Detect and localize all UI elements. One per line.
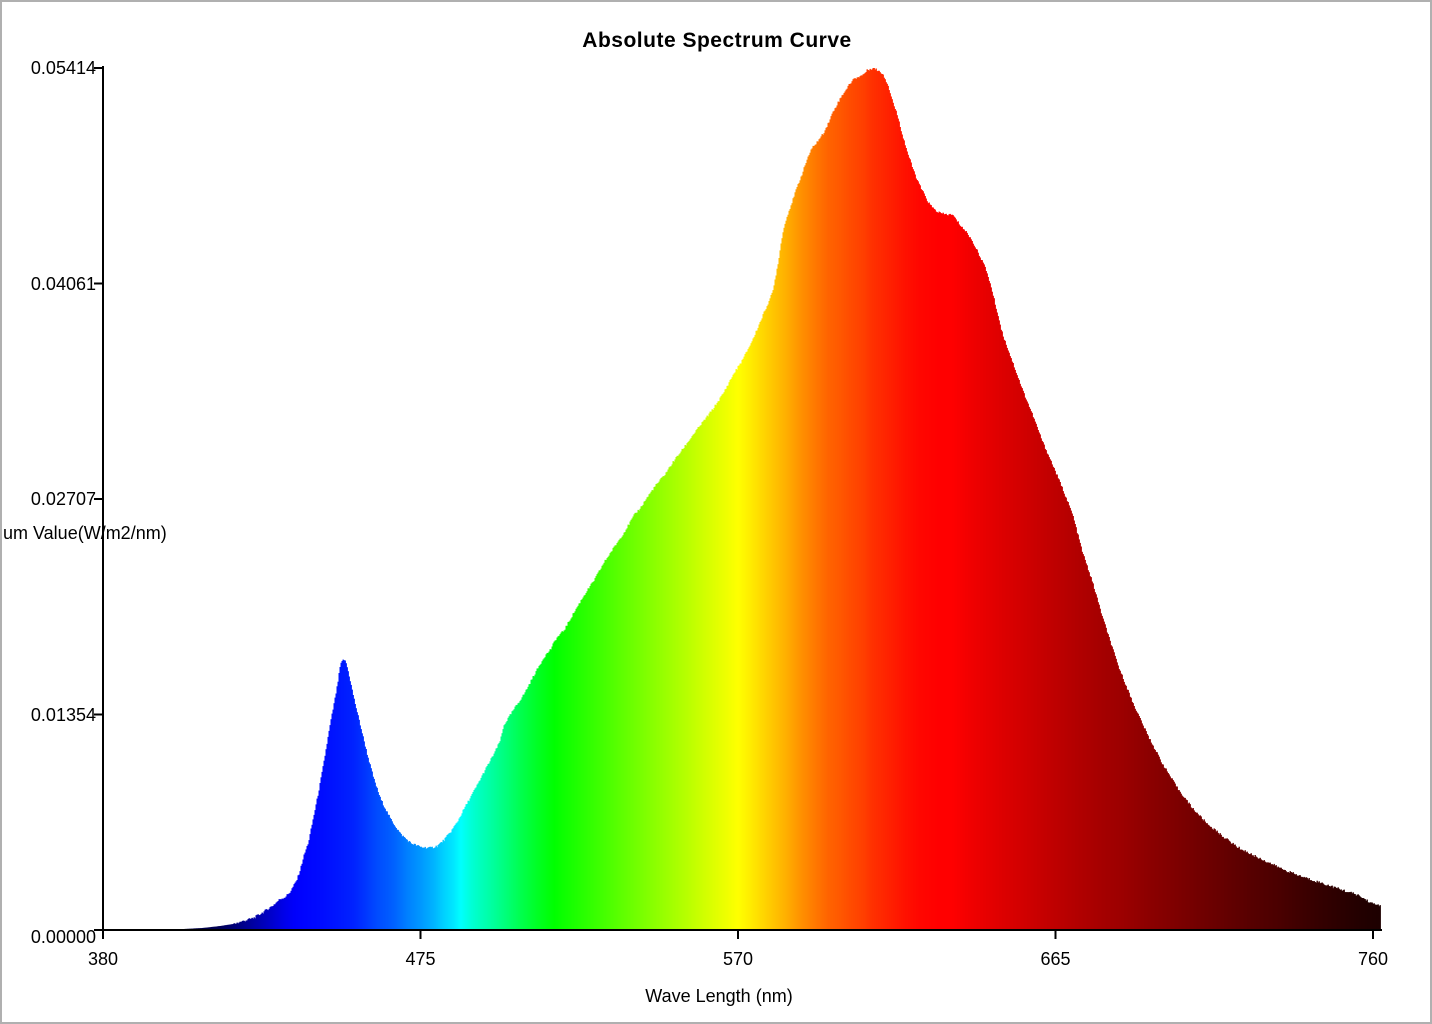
x-tick-mark: [1372, 931, 1374, 939]
x-tick-mark: [737, 931, 739, 939]
chart-title: Absolute Spectrum Curve: [582, 29, 852, 52]
x-tick-label: 760: [1357, 949, 1389, 969]
y-axis-label: um Value(W/m2/nm): [3, 523, 167, 543]
y-tick-label: 0.05414: [30, 58, 96, 78]
x-tick-label: 475: [405, 949, 436, 969]
x-tick-label: 570: [722, 949, 754, 969]
y-tick-mark: [94, 713, 103, 716]
x-tick-mark: [102, 931, 104, 939]
y-tick-label: 0.01354: [30, 704, 96, 725]
y-tick-mark: [94, 498, 103, 500]
x-tick-label: 665: [1040, 949, 1071, 969]
x-axis-line: [100, 929, 1382, 931]
y-tick-mark: [94, 929, 103, 931]
y-tick-mark: [94, 282, 103, 285]
x-tick-label: 380: [87, 949, 119, 969]
y-tick-label: 0.02707: [30, 489, 96, 509]
x-tick-mark: [1054, 931, 1057, 939]
y-tick-mark: [94, 67, 103, 69]
y-tick-label: 0.00000: [30, 927, 96, 947]
x-axis-label: Wave Length (nm): [645, 986, 793, 1006]
x-tick-mark: [419, 931, 422, 939]
y-tick-label: 0.04061: [30, 273, 96, 294]
